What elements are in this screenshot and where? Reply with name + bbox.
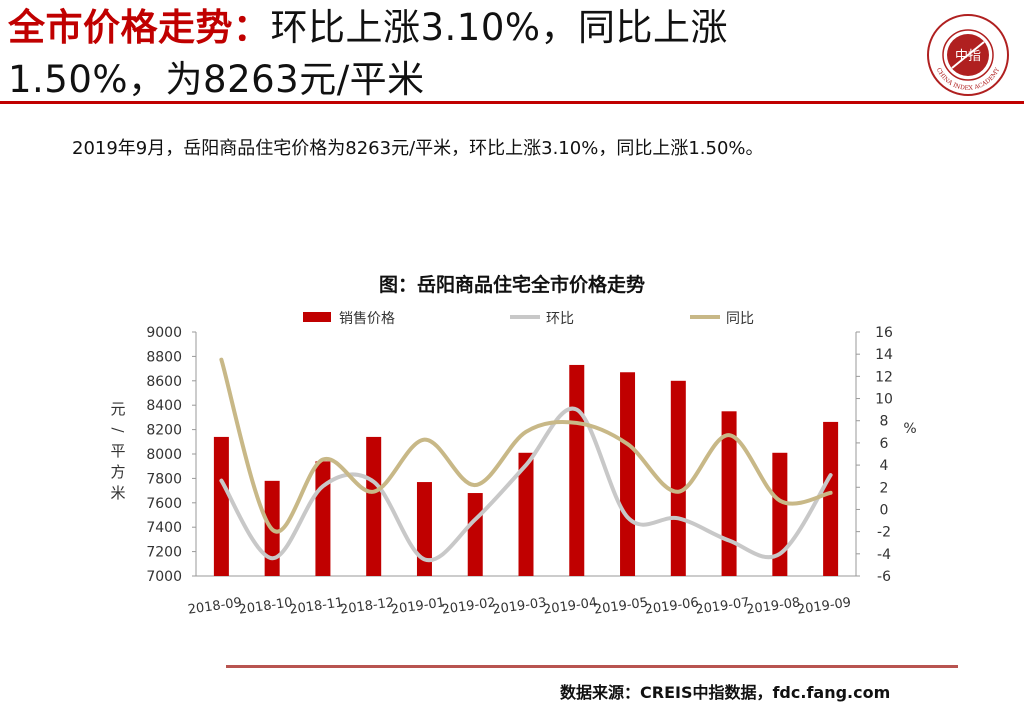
y2-tick-label: -4 (877, 547, 891, 563)
price-bar (569, 364, 585, 576)
y-tick-label: 7400 (146, 520, 182, 536)
x-tick-label: 2019-09 (796, 595, 852, 617)
x-tick-label: 2018-10 (238, 595, 294, 617)
x-tick-label: 2019-08 (745, 595, 801, 617)
y-tick-label: 8000 (146, 447, 182, 463)
source-divider (226, 665, 958, 668)
mom-line (219, 406, 833, 563)
x-tick-label: 2018-12 (339, 595, 395, 617)
y-tick-label: 7600 (146, 496, 182, 512)
y2-tick-label: 4 (880, 458, 889, 474)
page-title-rest: 环比上涨3.10%，同比上涨1.50%，为8263元/平米 (8, 6, 729, 101)
x-tick-label: 2018-09 (187, 595, 243, 617)
y-tick-label: 9000 (146, 325, 182, 341)
price-bar (670, 380, 686, 576)
price-bar (721, 411, 737, 576)
price-bar (416, 482, 432, 576)
y-tick-label: 8600 (146, 374, 182, 390)
x-tick-label: 2019-02 (441, 595, 497, 617)
y-tick-label: 8400 (146, 398, 182, 414)
summary-text: 2019年9月，岳阳商品住宅价格为8263元/平米，环比上涨3.10%，同比上涨… (72, 138, 764, 159)
price-bar (518, 452, 534, 576)
legend-swatch-price (303, 312, 331, 322)
y2-tick-label: 6 (880, 436, 889, 452)
legend-label: 环比 (546, 311, 574, 327)
y-axis-label-char: / (109, 427, 127, 433)
y-axis-label-char: 元 (110, 400, 125, 418)
data-source: 数据来源：CREIS中指数据，fdc.fang.com (560, 683, 891, 702)
page-title: 全市价格走势：环比上涨3.10%，同比上涨1.50%，为8263元/平米 (8, 2, 868, 106)
x-tick-label: 2019-05 (593, 595, 649, 617)
y2-tick-label: 16 (875, 325, 893, 341)
x-tick-label: 2019-01 (390, 595, 446, 617)
y2-tick-label: -6 (877, 569, 891, 585)
x-tick-label: 2019-04 (542, 595, 598, 617)
price-bar (366, 436, 382, 576)
y2-tick-label: 12 (875, 369, 893, 385)
price-bar (620, 372, 636, 576)
y2-tick-label: 14 (875, 347, 893, 363)
legend-label: 销售价格 (339, 311, 395, 327)
china-index-academy-logo: 中指 CHINA INDEX ACADEMY (921, 12, 1015, 98)
chart-title: 图：岳阳商品住宅全市价格走势 (378, 274, 645, 296)
y-tick-label: 7200 (146, 545, 182, 561)
y2-tick-label: 2 (880, 480, 889, 496)
y-tick-label: 8200 (146, 423, 182, 439)
y-axis-label-char: 平 (110, 442, 125, 460)
x-tick-label: 2019-07 (695, 595, 751, 617)
y2-tick-label: 10 (875, 392, 893, 408)
y2-tick-label: -2 (877, 525, 891, 541)
price-trend-chart: 7000 7200 7400 7600 7800 8000 8200 8400 8600 8800… (109, 311, 917, 618)
yoy-line (219, 357, 833, 534)
page-title-highlight: 全市价格走势： (8, 6, 271, 49)
legend-label: 同比 (726, 311, 754, 327)
x-tick-label: 2019-03 (492, 595, 548, 617)
y-tick-label: 7000 (146, 569, 182, 585)
y-tick-label: 8800 (146, 349, 182, 365)
price-bar (213, 436, 229, 576)
y2-tick-label: 0 (880, 502, 889, 518)
y2-tick-label: 8 (880, 414, 889, 430)
y2-axis-label: % (903, 421, 916, 437)
title-divider (0, 101, 1024, 104)
x-tick-label: 2019-06 (644, 595, 700, 617)
price-bar (823, 421, 839, 576)
y-axis-label-char: 米 (110, 484, 125, 502)
y-tick-label: 7800 (146, 471, 182, 487)
price-bar (467, 493, 483, 576)
price-bar (315, 461, 331, 576)
y-axis-label-char: 方 (110, 463, 125, 481)
x-tick-label: 2018-11 (288, 595, 344, 617)
price-bar (772, 452, 788, 576)
svg-text:中指: 中指 (955, 49, 981, 64)
